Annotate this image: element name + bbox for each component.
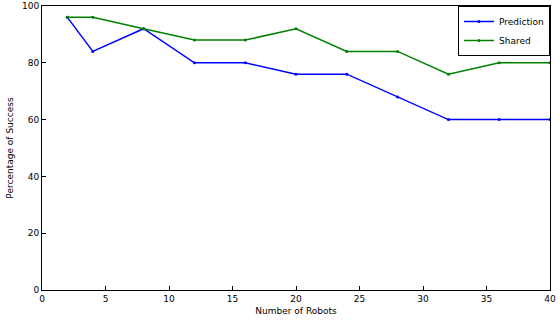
- svg-text:20: 20: [28, 228, 40, 238]
- svg-text:0: 0: [39, 294, 45, 304]
- svg-text:Percentage of Success: Percentage of Success: [5, 97, 15, 199]
- svg-text:35: 35: [481, 294, 492, 304]
- svg-text:40: 40: [544, 294, 556, 304]
- svg-text:15: 15: [227, 294, 238, 304]
- svg-text:40: 40: [28, 172, 40, 182]
- svg-text:10: 10: [163, 294, 175, 304]
- svg-text:20: 20: [290, 294, 302, 304]
- svg-text:60: 60: [28, 115, 40, 125]
- svg-text:0: 0: [33, 285, 39, 295]
- svg-text:Number of Robots: Number of Robots: [255, 306, 337, 316]
- svg-text:Shared: Shared: [499, 36, 531, 46]
- svg-text:30: 30: [417, 294, 429, 304]
- svg-text:5: 5: [103, 294, 109, 304]
- svg-text:80: 80: [28, 58, 40, 68]
- svg-text:100: 100: [22, 1, 39, 11]
- svg-text:25: 25: [354, 294, 365, 304]
- svg-text:Prediction: Prediction: [499, 17, 544, 27]
